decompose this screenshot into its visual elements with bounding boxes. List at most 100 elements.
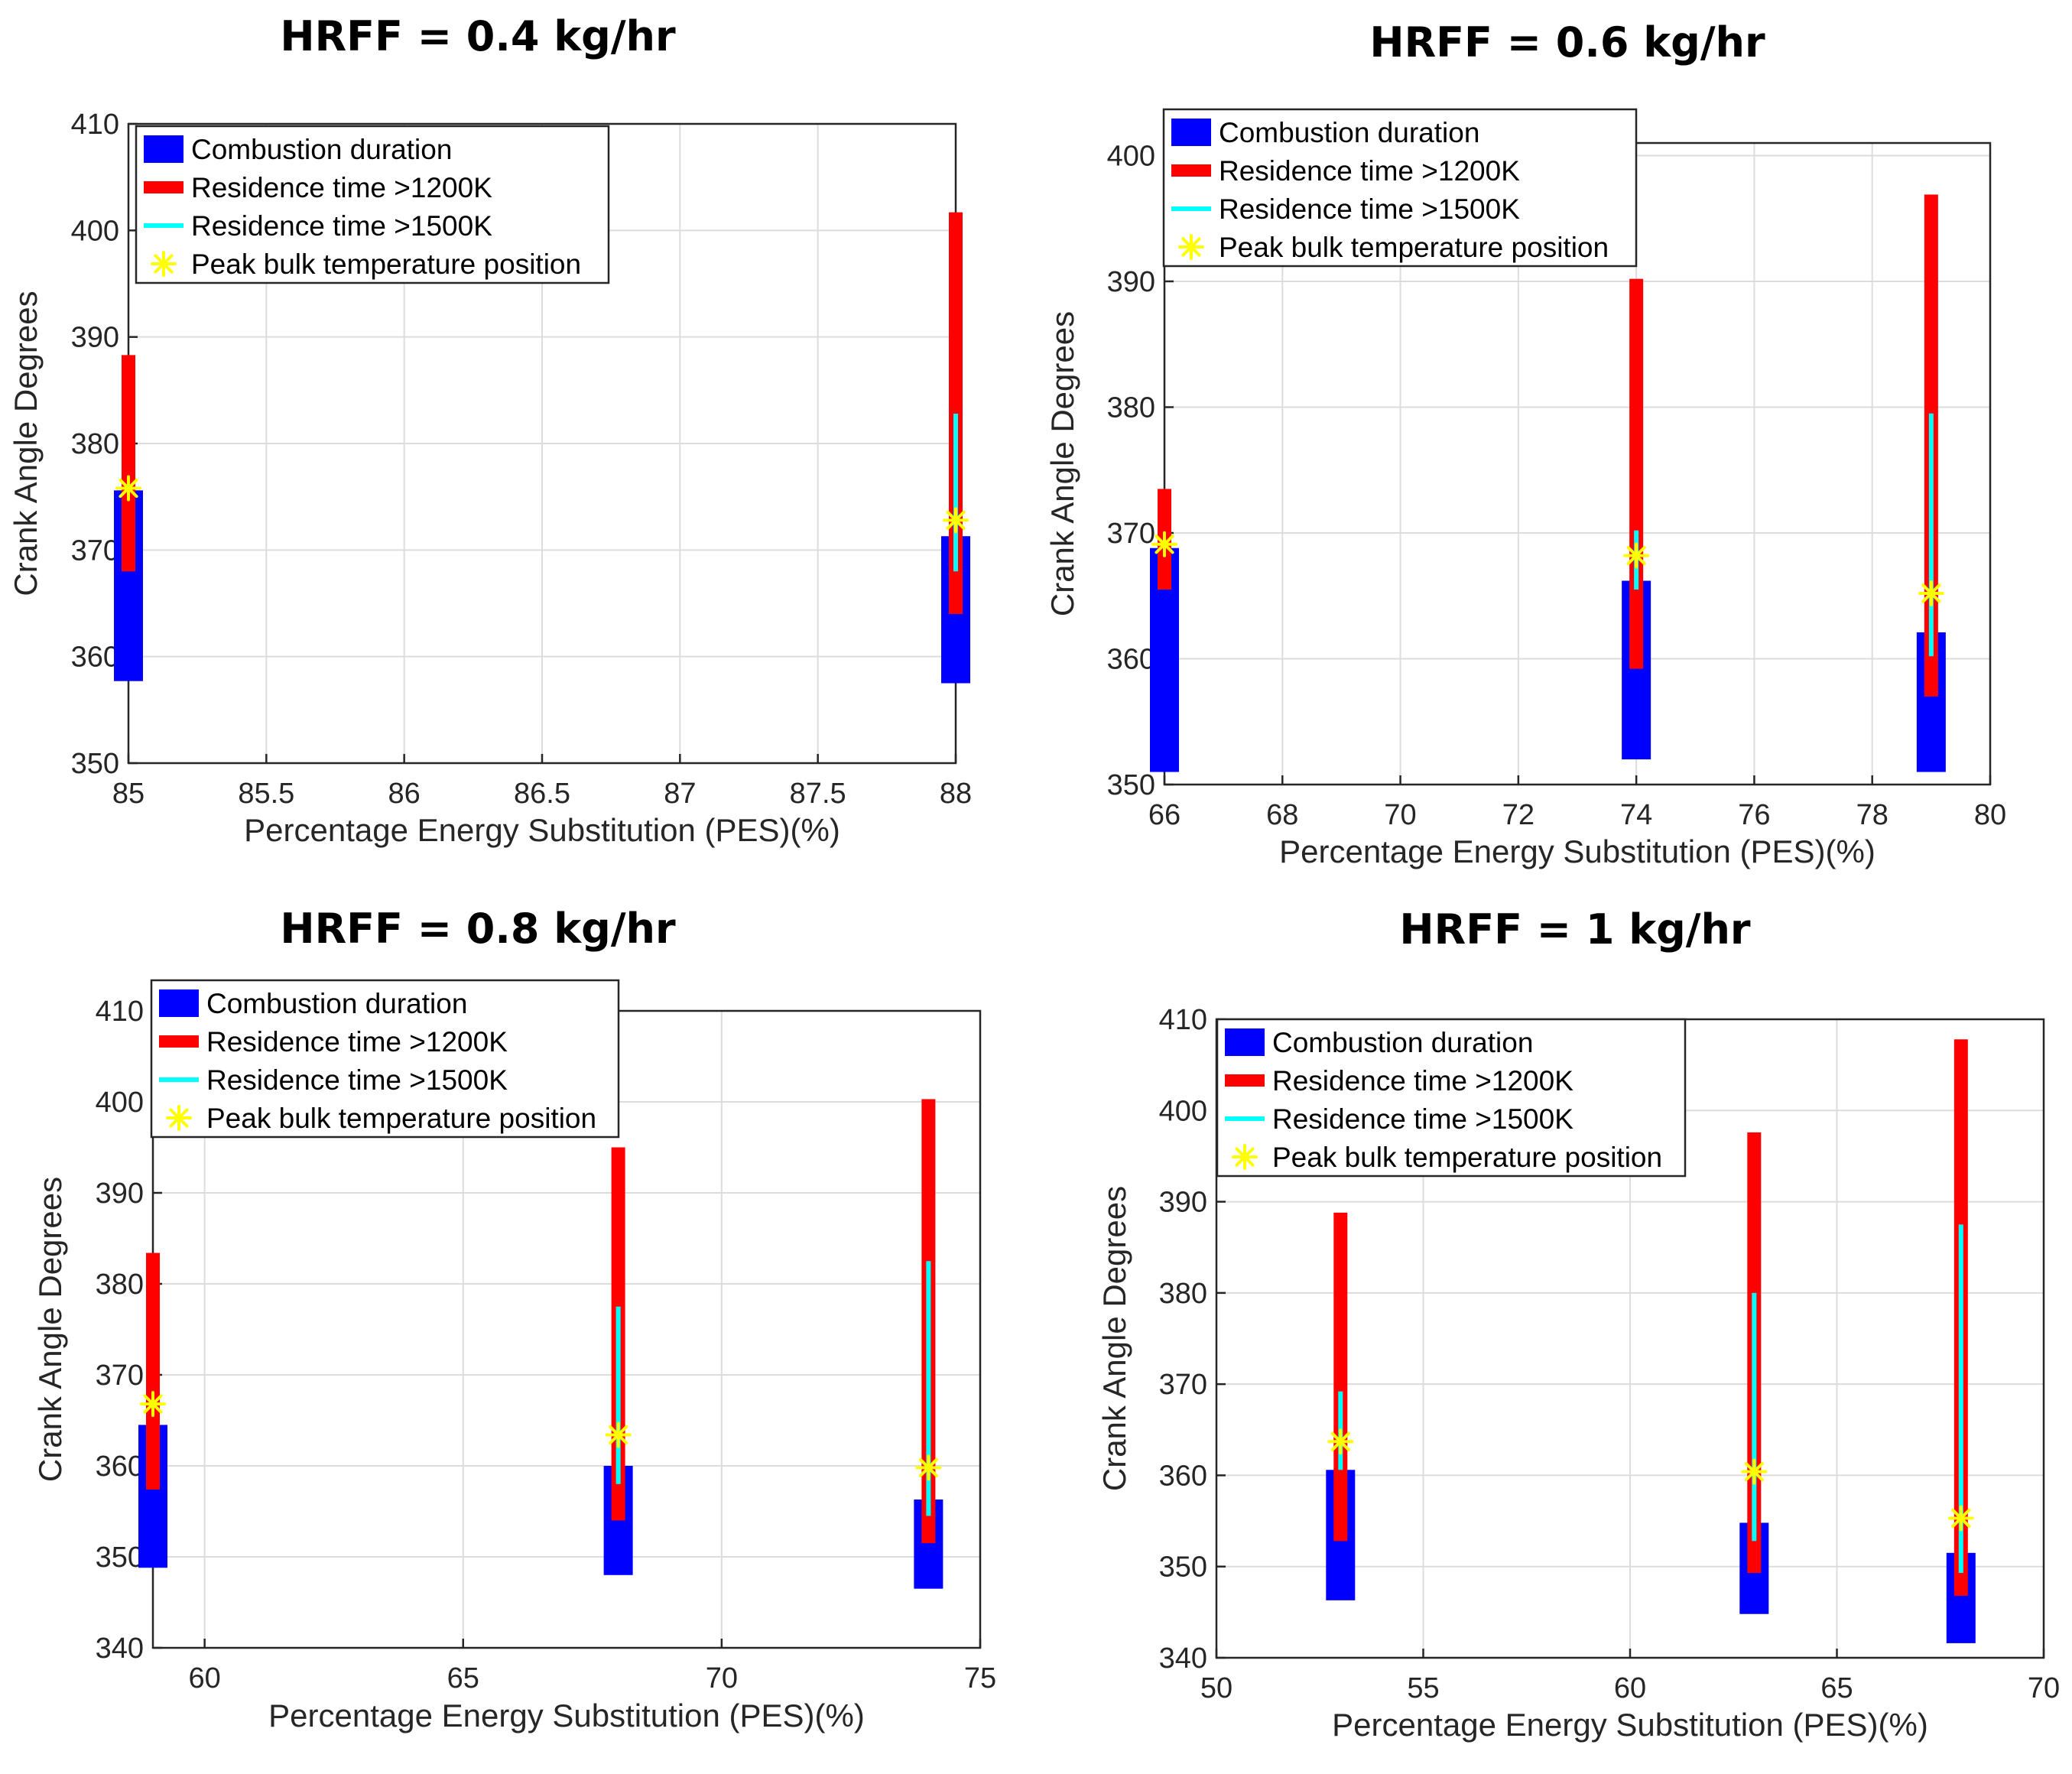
x-axis-label: Percentage Energy Substitution (PES)(%) [244, 812, 840, 848]
peak-temperature-marker [1623, 542, 1650, 569]
residence-1500k-bar [1958, 1224, 1963, 1574]
legend-swatch-combustion [159, 989, 199, 1017]
x-tick-label: 65 [447, 1662, 479, 1694]
peak-temperature-marker [1918, 580, 1944, 606]
x-axis-label: Percentage Energy Substitution (PES)(%) [268, 1698, 865, 1733]
x-tick-label: 70 [2028, 1672, 2060, 1704]
x-tick-label: 65 [1820, 1672, 1853, 1704]
y-tick-label: 380 [71, 428, 119, 460]
chart-panel-2: HRFF = 0.6 kg/hr 66 68 70 72 74 76 78 80 350 360 37… [1044, 18, 2006, 869]
legend-swatch-peak [169, 1108, 189, 1128]
chart-title: HRFF = 0.4 kg/hr [280, 12, 676, 60]
legend-swatch-peak [1181, 237, 1201, 257]
legend-label-peak: Peak bulk temperature position [1272, 1142, 1662, 1173]
legend-swatch-peak [1235, 1147, 1255, 1167]
peak-temperature-marker [140, 1391, 166, 1418]
peak-temperature-marker [115, 475, 141, 502]
x-tick-label: 78 [1856, 799, 1889, 831]
y-tick-label: 370 [71, 534, 119, 567]
legend-label-combustion: Combustion duration [206, 988, 467, 1019]
residence-1500k-bar [953, 413, 958, 572]
legend-box [135, 125, 610, 284]
y-tick-label: 400 [71, 215, 119, 247]
legend-label-res1200: Residence time >1200K [191, 172, 492, 203]
y-tick-label: 360 [96, 1451, 144, 1483]
residence-1200k-bar [949, 212, 963, 614]
residence-1500k-bar [615, 1306, 621, 1484]
legend-swatch-res1200 [1225, 1074, 1265, 1087]
y-tick-label: 350 [1107, 769, 1155, 801]
legend-swatch-res1500 [159, 1077, 199, 1082]
legend-swatch-res1200 [1171, 164, 1211, 177]
x-tick-label: 60 [1614, 1672, 1646, 1704]
x-axis-label: Percentage Energy Substitution (PES)(%) [1332, 1707, 1928, 1743]
legend-swatch-res1500 [144, 223, 183, 228]
x-tick-label: 87 [664, 778, 696, 810]
legend-label-combustion: Combustion duration [1219, 117, 1479, 148]
x-tick-label: 72 [1502, 799, 1535, 831]
y-tick-label: 350 [71, 748, 119, 780]
peak-marker-stroke [609, 1425, 628, 1445]
legend-label-res1500: Residence time >1500K [191, 210, 492, 242]
legend-label-res1200: Residence time >1200K [1219, 155, 1520, 187]
legend-swatch-res1500 [1171, 206, 1211, 211]
legend-swatch-res1500 [1225, 1116, 1265, 1121]
y-tick-label: 390 [1107, 266, 1155, 298]
residence-1200k-bar [1629, 278, 1644, 669]
y-tick-label: 410 [96, 996, 144, 1028]
chart-title: HRFF = 1 kg/hr [1399, 905, 1751, 954]
residence-1200k-bar [1333, 1212, 1348, 1542]
legend-label-peak: Peak bulk temperature position [1219, 232, 1609, 263]
y-tick-label: 350 [96, 1542, 144, 1574]
residence-1500k-bar [926, 1261, 931, 1516]
residence-1500k-bar [1752, 1292, 1757, 1542]
legend-swatch-peak [154, 254, 174, 274]
x-tick-label: 68 [1266, 799, 1298, 831]
y-tick-label: 410 [1159, 1004, 1207, 1036]
y-tick-label: 340 [96, 1633, 144, 1665]
legend-swatch-combustion [1225, 1028, 1265, 1056]
chart-panel-1: HRFF = 0.4 kg/hr 85 85.5 86 86.5 87 87.5 88 350 3… [8, 12, 972, 848]
y-tick-label: 390 [1159, 1187, 1207, 1219]
x-tick-label: 75 [964, 1662, 996, 1694]
peak-temperature-marker [915, 1454, 942, 1481]
peak-temperature-marker [1327, 1428, 1354, 1455]
legend-swatch-res1200 [159, 1035, 199, 1048]
y-tick-label: 370 [1107, 518, 1155, 550]
peak-marker-stroke [1921, 583, 1941, 603]
peak-temperature-marker [605, 1421, 632, 1448]
y-tick-label: 360 [1107, 643, 1155, 675]
peak-marker-stroke [918, 1457, 938, 1477]
legend-swatch-combustion [1171, 119, 1211, 146]
y-tick-label: 410 [71, 109, 119, 141]
legend-label-res1500: Residence time >1500K [1272, 1103, 1573, 1135]
x-tick-label: 55 [1407, 1672, 1439, 1704]
y-tick-label: 360 [1159, 1460, 1207, 1492]
peak-marker-stroke [1155, 534, 1174, 554]
chart-title: HRFF = 0.6 kg/hr [1369, 18, 1765, 67]
legend-box [1162, 108, 1638, 268]
legend-swatch-res1200 [144, 181, 183, 193]
legend-label-combustion: Combustion duration [191, 134, 452, 165]
y-tick-label: 380 [1107, 392, 1155, 424]
legend: Combustion duration Residence time >1200K… [1162, 108, 1638, 268]
y-tick-label: 380 [1159, 1278, 1207, 1310]
residence-1200k-bar [146, 1253, 160, 1490]
x-tick-label: 85 [112, 778, 145, 810]
y-tick-label: 340 [1159, 1642, 1207, 1675]
legend-label-res1200: Residence time >1200K [1272, 1065, 1573, 1097]
y-axis-label: Crank Angle Degrees [32, 1177, 68, 1482]
x-tick-label: 88 [940, 778, 972, 810]
peak-marker-stroke [143, 1394, 163, 1414]
chart-title: HRFF = 0.8 kg/hr [280, 905, 676, 953]
y-axis-label: Crank Angle Degrees [1044, 311, 1080, 616]
legend-label-peak: Peak bulk temperature position [206, 1103, 596, 1134]
x-tick-label: 60 [188, 1662, 220, 1694]
x-tick-label: 70 [1384, 799, 1416, 831]
x-axis-label: Percentage Energy Substitution (PES)(%) [1279, 833, 1876, 869]
y-tick-label: 400 [1107, 140, 1155, 172]
y-axis-label: Crank Angle Degrees [8, 291, 44, 596]
peak-marker-stroke [119, 478, 138, 499]
legend-label-res1500: Residence time >1500K [1219, 193, 1520, 225]
